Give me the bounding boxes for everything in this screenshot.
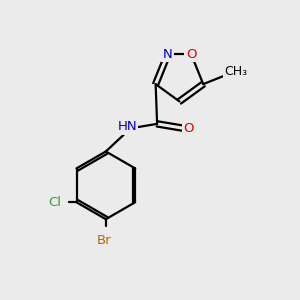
Text: O: O — [184, 122, 194, 135]
Text: HN: HN — [117, 120, 137, 133]
Text: Cl: Cl — [49, 196, 62, 209]
Text: N: N — [163, 48, 172, 61]
Text: Br: Br — [97, 235, 112, 248]
Text: O: O — [186, 48, 196, 61]
Text: CH₃: CH₃ — [225, 65, 248, 78]
